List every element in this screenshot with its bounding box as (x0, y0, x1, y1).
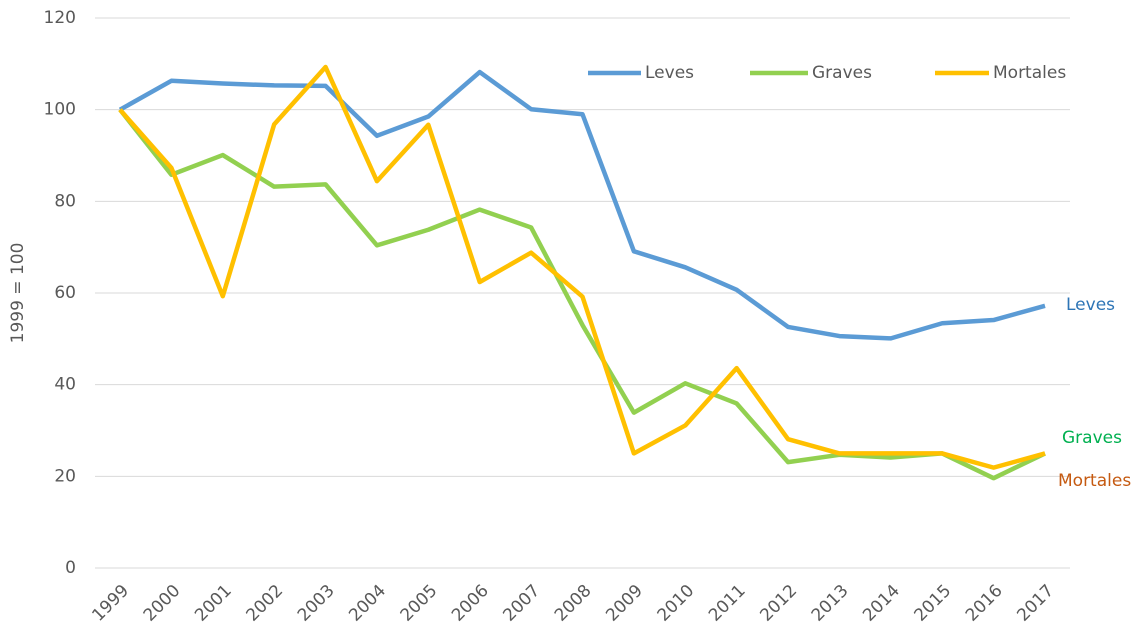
line-series (118, 108, 1046, 481)
x-tick-label: 2006 (448, 581, 493, 626)
annotation: Leves (1066, 295, 1115, 315)
x-tick-label: 2002 (243, 581, 288, 626)
y-tick-label: 80 (54, 191, 76, 211)
x-tick-label: 2005 (397, 581, 442, 626)
x-tick-label: 2007 (499, 581, 544, 626)
y-tick-label: 100 (44, 100, 76, 120)
x-tick-label: 2016 (962, 581, 1007, 626)
x-tick-label: 2011 (705, 581, 750, 626)
legend-label: Graves (812, 63, 872, 83)
y-tick-label: 0 (65, 558, 76, 578)
x-tick-label: 2004 (345, 581, 390, 626)
x-tick-label: 2017 (1013, 581, 1058, 626)
x-tick-label: 2001 (191, 581, 236, 626)
x-tick-label: 2009 (602, 581, 647, 626)
y-tick-label: 60 (54, 283, 76, 303)
x-tick-label: 2015 (911, 581, 956, 626)
x-tick-label: 2010 (654, 581, 699, 626)
annotation: Graves (1062, 428, 1122, 448)
y-tick-label: 120 (44, 8, 76, 28)
annotation: Mortales (1058, 471, 1131, 491)
x-tick-label: 2013 (808, 581, 853, 626)
x-tick-label: 1999 (88, 581, 133, 626)
y-tick-label: 20 (54, 466, 76, 486)
legend-label: Mortales (993, 63, 1066, 83)
y-axis-label: 1999 = 100 (8, 243, 28, 344)
line-series (118, 64, 1046, 470)
line-series (118, 69, 1046, 341)
y-tick-label: 40 (54, 375, 76, 395)
x-tick-label: 2003 (294, 581, 339, 626)
legend-label: Leves (645, 63, 694, 83)
x-tick-label: 2014 (859, 581, 904, 626)
x-tick-label: 2000 (140, 581, 185, 626)
x-tick-label: 2012 (756, 581, 801, 626)
x-tick-label: 2008 (551, 581, 596, 626)
